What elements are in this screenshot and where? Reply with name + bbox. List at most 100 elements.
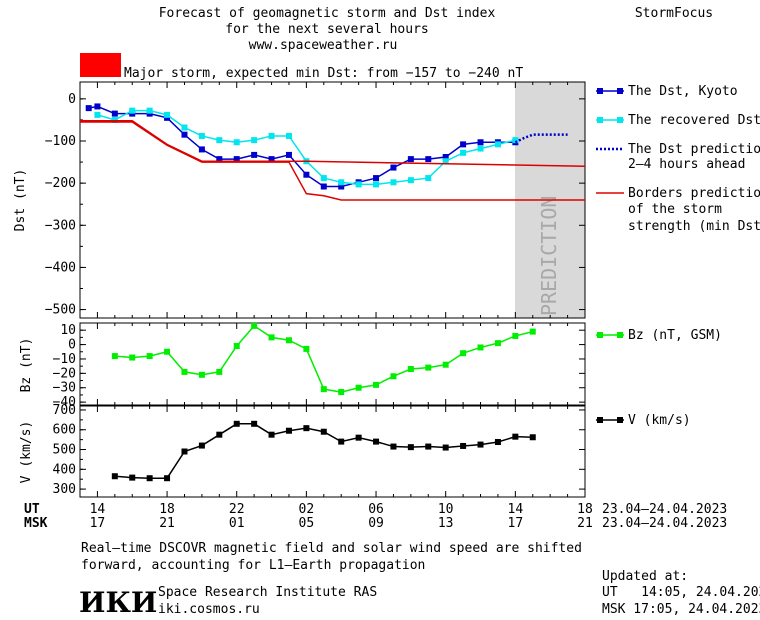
storm-level-label: Major storm, expected min Dst: from −157… [124, 66, 523, 81]
storm-level-swatch [80, 53, 121, 77]
data-point [268, 132, 275, 139]
data-point [442, 444, 449, 451]
data-point [233, 343, 240, 350]
data-point [460, 350, 467, 357]
data-point [129, 354, 136, 361]
ut-row-label: UT [24, 502, 40, 517]
legend-v-label: V (km/s) [628, 413, 691, 428]
title-line-1: Forecast of geomagnetic storm and Dst in… [159, 6, 496, 21]
data-point [512, 137, 519, 144]
data-point [129, 474, 136, 481]
data-point [233, 420, 240, 427]
data-point [390, 373, 397, 380]
data-point [425, 156, 432, 163]
data-point [460, 149, 467, 156]
data-point [425, 175, 432, 182]
legend-dst-recovered-label: The recovered Dst [628, 113, 760, 128]
data-point [460, 141, 467, 148]
data-point [355, 384, 362, 391]
legend-bz: Bz (nT, GSM) [596, 328, 722, 343]
data-point [251, 420, 258, 427]
v-plot [111, 420, 536, 482]
updated-label: Updated at: [602, 569, 688, 584]
data-point [146, 475, 153, 482]
data-point [268, 334, 275, 341]
data-point [407, 444, 414, 451]
y-tick-label: −200 [45, 176, 76, 191]
msk-dates: 23.04–24.04.2023 [602, 516, 727, 531]
legend-v: V (km/s) [596, 413, 691, 428]
updated-msk: MSK 17:05, 24.04.2023 [602, 602, 760, 617]
legend-borders-label: Borders prediction [628, 186, 760, 201]
data-point [268, 156, 275, 163]
series-line [114, 324, 533, 393]
data-point [111, 110, 118, 117]
legend-dst-recovered-marker [617, 117, 623, 123]
institute-site: iki.cosmos.ru [158, 602, 260, 617]
data-point [373, 181, 380, 188]
data-point [164, 348, 171, 355]
legend-dst-kyoto-marker [597, 88, 603, 94]
x-tick-label-msk: 21 [159, 516, 175, 531]
data-point [355, 181, 362, 188]
legend-bz-label: Bz (nT, GSM) [628, 328, 722, 343]
legend-dst-recovered: The recovered Dst [596, 113, 760, 128]
footer-note-line-2: forward, accounting for L1–Earth propaga… [81, 558, 425, 573]
data-point [111, 353, 118, 360]
data-point [373, 175, 380, 182]
legend-dst-prediction-label: The Dst prediction [628, 142, 760, 157]
data-point [373, 381, 380, 388]
data-point [477, 139, 484, 146]
x-tick-label-msk: 05 [299, 516, 315, 531]
data-point [407, 177, 414, 184]
x-tick-label-ut: 22 [229, 502, 245, 517]
data-point [442, 154, 449, 161]
data-point [390, 443, 397, 450]
x-tick-label-msk: 17 [508, 516, 524, 531]
y-tick-label: −20 [53, 366, 76, 381]
brand-label: StormFocus [635, 6, 713, 21]
data-point [146, 107, 153, 114]
institute-name: Space Research Institute RAS [158, 585, 377, 600]
data-point [181, 368, 188, 375]
dst-ticks: 0 −100 −200 −300 −400 −500 [45, 82, 586, 318]
data-point [407, 366, 414, 373]
v-panel [79, 405, 586, 498]
v-ticks: 700 600 500 400 300 [53, 403, 586, 497]
footer-note-line-1: Real–time DSCOVR magnetic field and sola… [81, 541, 582, 556]
data-point [285, 427, 292, 434]
data-point [181, 124, 188, 131]
y-tick-label: −300 [45, 218, 76, 233]
x-tick-label-msk: 21 [577, 516, 593, 531]
x-tick-label-ut: 18 [159, 502, 175, 517]
data-point [320, 386, 327, 393]
x-tick-label-ut: 18 [577, 502, 593, 517]
data-point [494, 141, 501, 148]
data-point [320, 175, 327, 182]
data-point [338, 438, 345, 445]
legend-bz-marker [617, 332, 623, 338]
y-tick-label: 10 [60, 323, 76, 338]
data-point [268, 431, 275, 438]
data-point [373, 438, 380, 445]
data-point [338, 183, 345, 190]
legend-borders-label-2: of the storm [628, 202, 722, 217]
data-point [129, 107, 136, 114]
data-point [529, 434, 536, 441]
msk-row-label: MSK [24, 516, 48, 531]
y-tick-label: 400 [53, 462, 76, 477]
data-point [425, 443, 432, 450]
data-point [111, 473, 118, 480]
updated-ut: UT 14:05, 24.04.2023 [602, 585, 760, 600]
data-point [390, 179, 397, 186]
y-tick-label: −10 [53, 352, 76, 367]
data-point [512, 433, 519, 440]
data-point [146, 353, 153, 360]
y-tick-label: −30 [53, 381, 76, 396]
data-point [181, 448, 188, 455]
data-point [164, 475, 171, 482]
y-tick-label: −40 [53, 395, 76, 410]
data-point [338, 179, 345, 186]
data-point [285, 132, 292, 139]
legend-dst-prediction-label-2: 2–4 hours ahead [628, 157, 745, 172]
